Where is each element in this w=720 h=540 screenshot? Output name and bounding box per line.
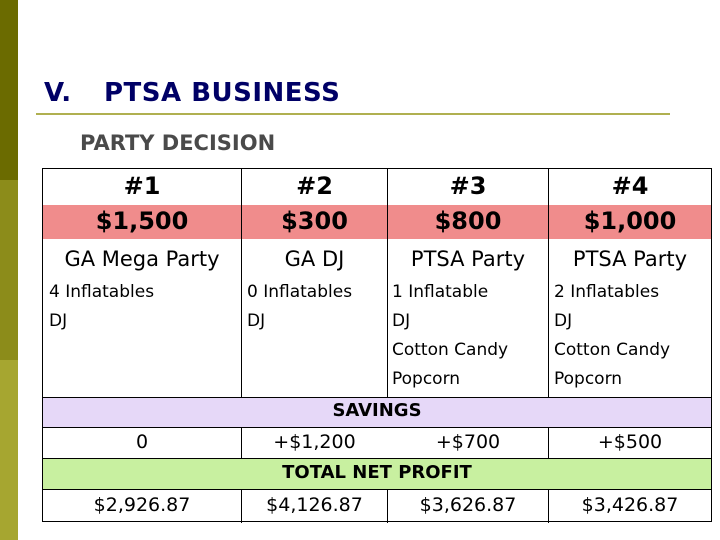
- divider: [43, 458, 711, 459]
- divider: [43, 397, 711, 398]
- option-2-price: $300: [281, 207, 348, 235]
- feature-item: DJ: [49, 311, 68, 331]
- option-3-name: PTSA Party: [410, 247, 526, 271]
- divider: [43, 427, 711, 428]
- option-3-features: 1 Inflatable DJ Cotton Candy Popcorn: [392, 278, 508, 394]
- title-rule: [36, 113, 670, 115]
- option-4-price: $1,000: [583, 207, 677, 235]
- feature-item: 0 Inflatables: [247, 282, 353, 302]
- option-3-savings: +$700: [435, 431, 501, 453]
- option-1-features: 4 Inflatables DJ: [49, 278, 154, 336]
- feature-item: Popcorn: [392, 369, 461, 389]
- price-band: [43, 205, 711, 239]
- option-4-number: #4: [611, 172, 649, 200]
- decor-bar-middle: [0, 180, 18, 360]
- option-2-number: #2: [296, 172, 333, 200]
- feature-item: 1 Inflatable: [392, 282, 489, 302]
- divider: [241, 489, 242, 523]
- option-4-savings: +$500: [597, 431, 663, 453]
- feature-item: Cotton Candy: [392, 340, 509, 360]
- divider: [241, 427, 242, 458]
- slide-subtitle: PARTY DECISION: [80, 131, 276, 155]
- option-3-net-profit: $3,626.87: [419, 494, 517, 516]
- divider: [548, 427, 549, 458]
- option-3-number: #3: [449, 172, 487, 200]
- option-2-net-profit: $4,126.87: [266, 494, 363, 516]
- feature-item: Popcorn: [554, 369, 623, 389]
- divider: [387, 169, 388, 397]
- party-decision-table: #1 #2 #3 #4 $1,500 $300 $800 $1,000 GA M…: [42, 168, 712, 523]
- divider: [43, 489, 711, 490]
- decor-bar-top: [0, 0, 18, 180]
- option-4-name: PTSA Party: [572, 247, 688, 271]
- feature-item: DJ: [247, 311, 266, 331]
- net-profit-label: TOTAL NET PROFIT: [282, 462, 472, 483]
- savings-band: [43, 397, 711, 427]
- section-title: PTSA BUSINESS: [104, 78, 341, 108]
- divider: [387, 489, 388, 523]
- divider: [548, 489, 549, 523]
- decor-bar-bottom: [0, 360, 18, 540]
- option-2-features: 0 Inflatables DJ: [247, 278, 352, 336]
- option-2-name: GA DJ: [284, 247, 345, 271]
- option-1-number: #1: [123, 172, 161, 200]
- option-1-price: $1,500: [95, 207, 189, 235]
- feature-item: DJ: [554, 311, 573, 331]
- savings-label: SAVINGS: [332, 400, 422, 421]
- feature-item: DJ: [392, 311, 411, 331]
- feature-item: 4 Inflatables: [49, 282, 155, 302]
- profit-band: [43, 458, 711, 489]
- option-1-savings: 0: [135, 431, 149, 453]
- option-2-savings: +$1,200: [273, 431, 356, 453]
- slide-title: V. PTSA BUSINESS: [44, 78, 340, 108]
- divider: [241, 169, 242, 397]
- option-4-features: 2 Inflatables DJ Cotton Candy Popcorn: [554, 278, 670, 394]
- section-number: V.: [44, 78, 72, 108]
- option-3-price: $800: [434, 207, 502, 235]
- option-1-name: GA Mega Party: [64, 247, 220, 271]
- feature-item: Cotton Candy: [554, 340, 671, 360]
- option-4-net-profit: $3,426.87: [581, 494, 679, 516]
- option-1-net-profit: $2,926.87: [93, 494, 191, 516]
- feature-item: 2 Inflatables: [554, 282, 660, 302]
- divider: [548, 169, 549, 397]
